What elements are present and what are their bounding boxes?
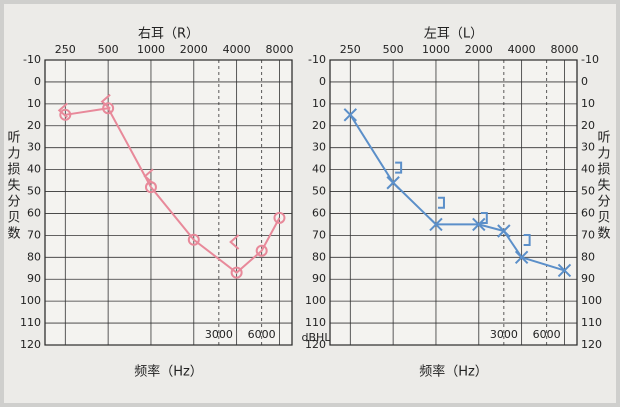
y-tick-label: 60: [312, 206, 326, 219]
marker-bone-left: [57, 102, 68, 119]
y-tick-label: 30: [27, 141, 41, 154]
plot-frame: [329, 59, 578, 346]
y-tick-label: 20: [27, 119, 41, 132]
chart-title: 右耳（R）: [138, 27, 199, 42]
y-tick-label: 110: [20, 316, 41, 329]
marker-circle: [255, 244, 268, 257]
x-tick-label: 1000: [137, 43, 165, 56]
y-axis-label: 听力损失分贝数: [5, 130, 21, 242]
y-tick-label: -10: [581, 53, 599, 66]
y-tick-label: 40: [312, 163, 326, 176]
x-tick-label: 500: [383, 43, 404, 56]
x-tick-label: 2000: [180, 43, 208, 56]
x-tick-label: 250: [340, 43, 361, 56]
marker-bone-right: [480, 212, 488, 225]
x-tick-label: 500: [98, 43, 119, 56]
x-axis-label: 频率（Hz）: [134, 364, 203, 380]
x-tick-label: 250: [55, 43, 76, 56]
unit-label: dBHL: [302, 331, 332, 344]
y-tick-label: 90: [581, 272, 595, 285]
y-tick-label: 100: [20, 294, 41, 307]
x-tick-label-bottom: 6000: [248, 328, 276, 341]
marker-x: [429, 217, 443, 232]
y-tick-label: 70: [581, 228, 595, 241]
y-tick-label: 40: [581, 163, 595, 176]
y-tick-label: 100: [581, 294, 602, 307]
y-tick-label: 0: [34, 75, 41, 88]
x-axis-label: 频率（Hz）: [419, 364, 488, 380]
y-tick-label: 50: [312, 185, 326, 198]
marker-circle: [59, 108, 72, 121]
y-tick-label: 120: [305, 338, 326, 351]
y-tick-label: 60: [581, 206, 595, 219]
marker-bone-left: [229, 234, 240, 250]
marker-x: [557, 263, 572, 278]
marker-x: [514, 250, 529, 265]
y-tick-label: 70: [312, 228, 326, 241]
y-tick-label: 120: [20, 338, 41, 351]
y-tick-label: 40: [27, 163, 41, 176]
y-tick-label: 20: [312, 119, 326, 132]
y-tick-label: 100: [305, 294, 326, 307]
x-tick-label: 4000: [508, 43, 536, 56]
y-tick-label: 80: [27, 250, 41, 263]
x-tick-label-bottom: 3000: [205, 328, 233, 341]
x-tick-label-bottom: 3000: [490, 328, 518, 341]
y-tick-label: 70: [27, 228, 41, 241]
marker-circle: [102, 102, 115, 115]
marker-x: [386, 176, 400, 190]
y-tick-label: 80: [312, 250, 326, 263]
y-tick-label: 120: [581, 338, 602, 351]
x-tick-label: 4000: [223, 43, 251, 56]
y-tick-label: 110: [305, 316, 326, 329]
y-tick-label: 30: [581, 141, 595, 154]
y-tick-label: 60: [27, 206, 41, 219]
marker-x: [497, 224, 511, 238]
y-tick-label: -10: [308, 53, 326, 66]
chart-title: 左耳（L）: [424, 27, 483, 42]
y-tick-label: 80: [581, 250, 595, 263]
y-tick-label: 30: [312, 141, 326, 154]
y-axis-label: 听力损失分贝数: [595, 130, 611, 242]
y-tick-label: 20: [581, 119, 595, 132]
marker-x: [343, 108, 358, 122]
marker-bone-right: [523, 233, 531, 246]
y-tick-label: 50: [581, 185, 595, 198]
marker-bone-right: [437, 196, 445, 209]
y-tick-label: 50: [27, 185, 41, 198]
marker-bone-left: [143, 168, 154, 184]
y-tick-label: 110: [581, 316, 602, 329]
x-tick-label: 2000: [465, 43, 493, 56]
y-tick-label: 10: [27, 97, 41, 110]
y-tick-label: 90: [312, 272, 326, 285]
y-tick-label: 0: [319, 75, 326, 88]
marker-x: [472, 217, 486, 232]
marker-bone-left: [100, 93, 111, 110]
y-tick-label: 90: [27, 272, 41, 285]
y-tick-label: -10: [23, 53, 41, 66]
plot-frame: [44, 59, 293, 346]
marker-circle: [187, 233, 200, 246]
marker-circle: [230, 266, 243, 279]
marker-bone-right: [395, 161, 403, 174]
y-tick-label: 10: [581, 97, 595, 110]
x-tick-label: 8000: [265, 43, 293, 56]
y-tick-label: 10: [312, 97, 326, 110]
y-tick-label: 0: [581, 75, 588, 88]
marker-circle: [273, 211, 286, 224]
x-tick-label: 1000: [422, 43, 450, 56]
x-tick-label-bottom: 6000: [533, 328, 561, 341]
x-tick-label: 8000: [550, 43, 578, 56]
